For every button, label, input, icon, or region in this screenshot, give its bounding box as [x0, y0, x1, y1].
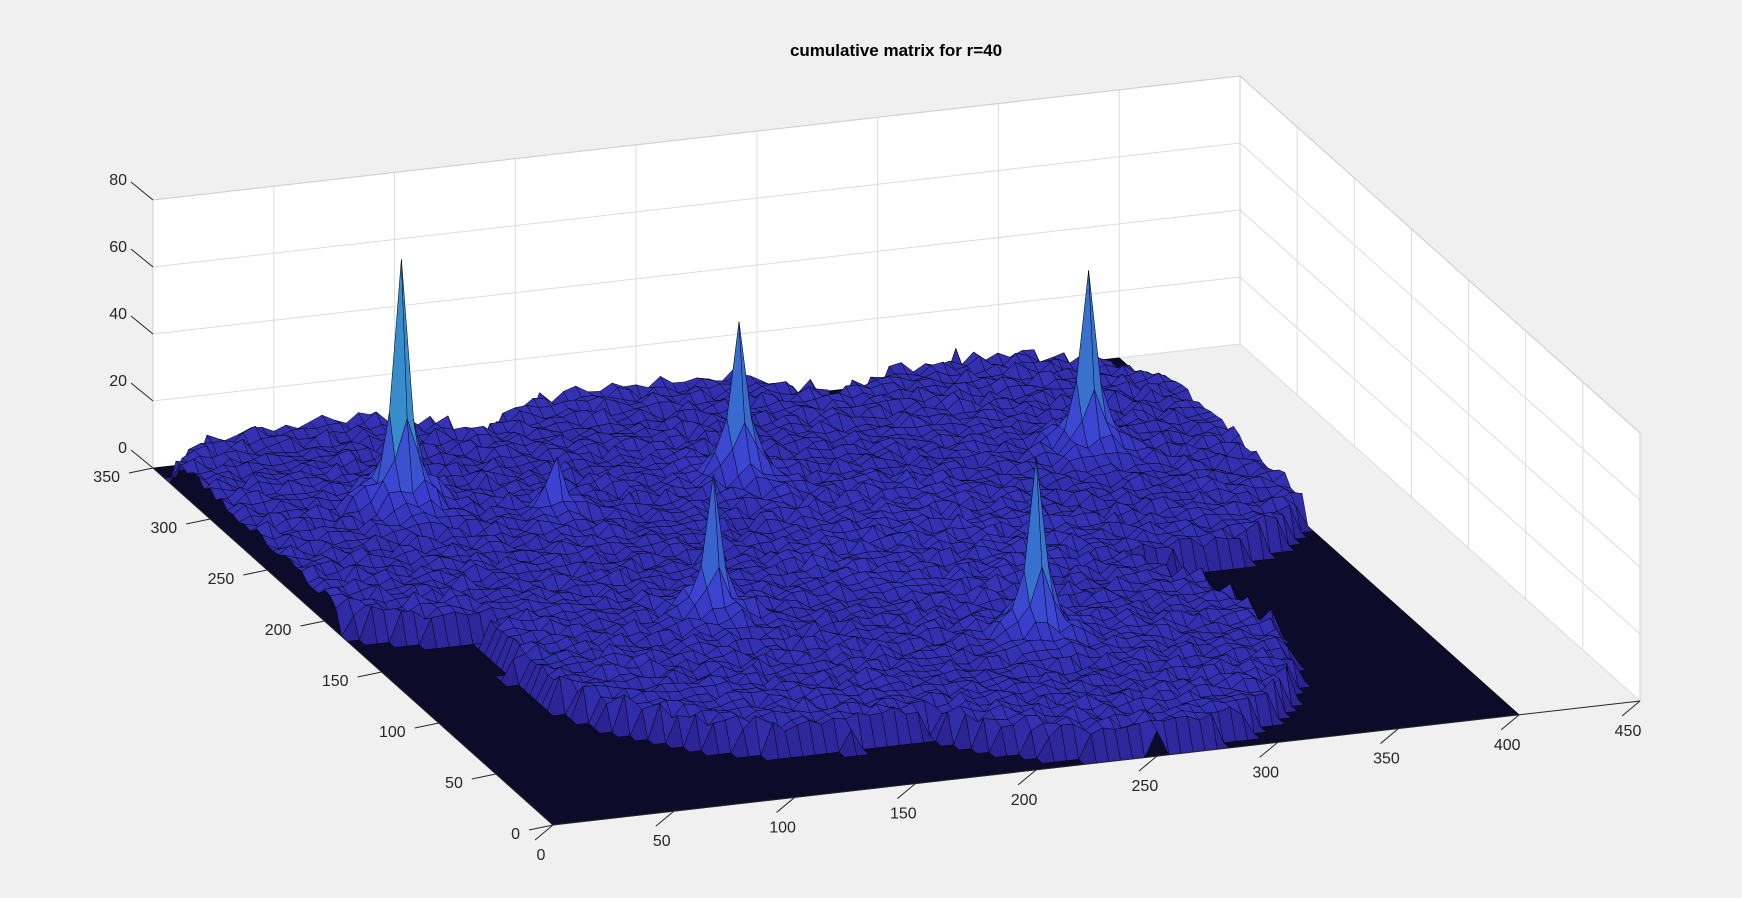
x-axis-tick: [1500, 714, 1520, 731]
x-axis-tick: [897, 783, 916, 800]
x-tick-label: 150: [890, 806, 917, 823]
box-edge: [152, 75, 1241, 201]
y-axis-tick: [357, 671, 382, 678]
x-axis-tick: [1259, 741, 1278, 758]
x-tick-label: 0: [537, 847, 546, 864]
x-axis-tick: [776, 797, 795, 813]
x-tick-label: 300: [1252, 764, 1279, 781]
surface-patch: [1289, 504, 1308, 540]
surface-patch: [1292, 659, 1312, 689]
surface-patch: [1257, 521, 1277, 561]
x-tick-label: 400: [1494, 737, 1521, 754]
z-tick-label: 80: [109, 172, 127, 189]
y-axis-tick: [300, 620, 325, 627]
y-axis-tick: [414, 722, 439, 729]
surface-patch: [1273, 678, 1292, 720]
surface-patch: [850, 729, 870, 757]
grid-line: [1239, 343, 1641, 702]
grid-line: [1239, 276, 1641, 635]
axis-ticks: 0501001502002503003504004500501001502002…: [93, 172, 1641, 864]
grid-line: [152, 209, 1241, 335]
y-tick-label: 150: [322, 673, 349, 690]
y-axis-line: [152, 467, 554, 826]
grid-line: [1239, 209, 1641, 568]
x-tick-label: 50: [653, 833, 671, 850]
y-axis-tick: [128, 467, 154, 474]
y-axis-tick: [186, 518, 211, 525]
y-tick-label: 200: [265, 622, 292, 639]
surface-plot: [163, 259, 1315, 765]
y-tick-label: 300: [150, 520, 177, 537]
x-axis-line: [552, 700, 1641, 826]
z-tick-label: 0: [118, 440, 127, 457]
surface-patch: [1276, 518, 1295, 553]
x-tick-label: 350: [1373, 751, 1400, 768]
surface-patch: [1279, 679, 1298, 713]
surface-patch: [1266, 693, 1286, 726]
x-axis-tick: [1138, 755, 1158, 772]
grid-line: [1239, 142, 1641, 501]
x-tick-label: 200: [1011, 792, 1038, 809]
z-axis-tick: [130, 248, 154, 268]
box-edge: [1239, 75, 1641, 434]
y-tick-label: 100: [379, 724, 406, 741]
x-tick-label: 100: [769, 819, 796, 836]
z-axis-tick: [130, 181, 154, 201]
surface-patch: [1241, 714, 1261, 741]
x-tick-label: 450: [1615, 723, 1642, 740]
surface-patch: [1239, 538, 1259, 568]
surface-patch: [1282, 514, 1302, 546]
x-axis-tick: [534, 824, 554, 841]
z-tick-label: 40: [109, 306, 127, 323]
z-axis-tick: [130, 315, 154, 335]
chart-title: cumulative matrix for r=40: [790, 41, 1002, 60]
surface-patch: [1248, 697, 1267, 734]
z-tick-label: 60: [109, 239, 127, 256]
y-axis-tick: [471, 773, 496, 780]
grid-line: [152, 276, 1241, 402]
x-axis-tick: [1017, 769, 1037, 786]
z-tick-label: 20: [109, 373, 127, 390]
y-tick-label: 0: [511, 826, 520, 843]
x-axis-tick: [655, 810, 675, 827]
y-tick-label: 50: [445, 775, 463, 792]
y-axis-tick: [243, 569, 268, 576]
surface-patch: [1295, 505, 1315, 533]
y-tick-label: 250: [208, 571, 235, 588]
y-axis-tick: [528, 824, 554, 831]
x-axis-tick: [1621, 700, 1641, 717]
y-tick-label: 350: [93, 469, 120, 486]
x-tick-label: 250: [1132, 778, 1159, 795]
x-axis-tick: [1380, 728, 1399, 744]
z-axis-tick: [130, 382, 154, 402]
grid-line: [152, 142, 1241, 268]
z-axis-tick: [130, 449, 154, 469]
surface-patch: [1285, 666, 1305, 707]
